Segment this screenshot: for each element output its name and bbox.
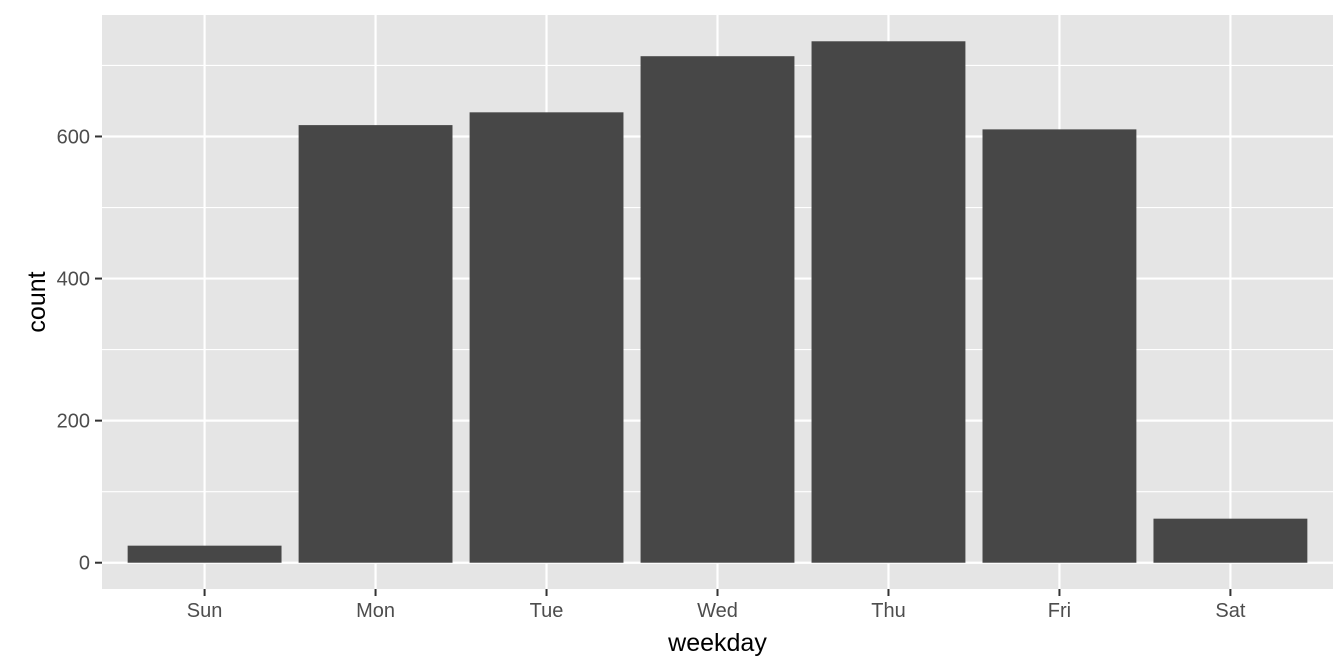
x-axis: Sun Mon Tue Wed Thu Fri Sat [187, 589, 1246, 622]
bar-sun [127, 545, 282, 563]
y-tick-label: 400 [57, 269, 90, 291]
x-tick-label: Tue [530, 600, 564, 622]
bar-wed [640, 56, 795, 563]
x-tick-label: Mon [356, 600, 395, 622]
x-tick-label: Wed [697, 600, 738, 622]
x-tick-label: Sun [187, 600, 223, 622]
x-axis-title: weekday [667, 629, 767, 657]
bars [127, 41, 1308, 563]
y-tick-label: 200 [57, 411, 90, 433]
bar-mon [298, 125, 453, 563]
bar-thu [811, 41, 966, 563]
bar-sat [1153, 518, 1308, 563]
x-tick-label: Thu [871, 600, 905, 622]
y-axis-title: count [23, 271, 51, 332]
x-tick-label: Fri [1048, 600, 1071, 622]
bar-fri [982, 129, 1137, 563]
y-tick-label: 600 [57, 126, 90, 148]
y-tick-label: 0 [79, 553, 90, 575]
bar-tue [469, 112, 624, 563]
x-tick-label: Sat [1215, 600, 1245, 622]
y-axis: 0 200 400 600 [57, 126, 102, 575]
